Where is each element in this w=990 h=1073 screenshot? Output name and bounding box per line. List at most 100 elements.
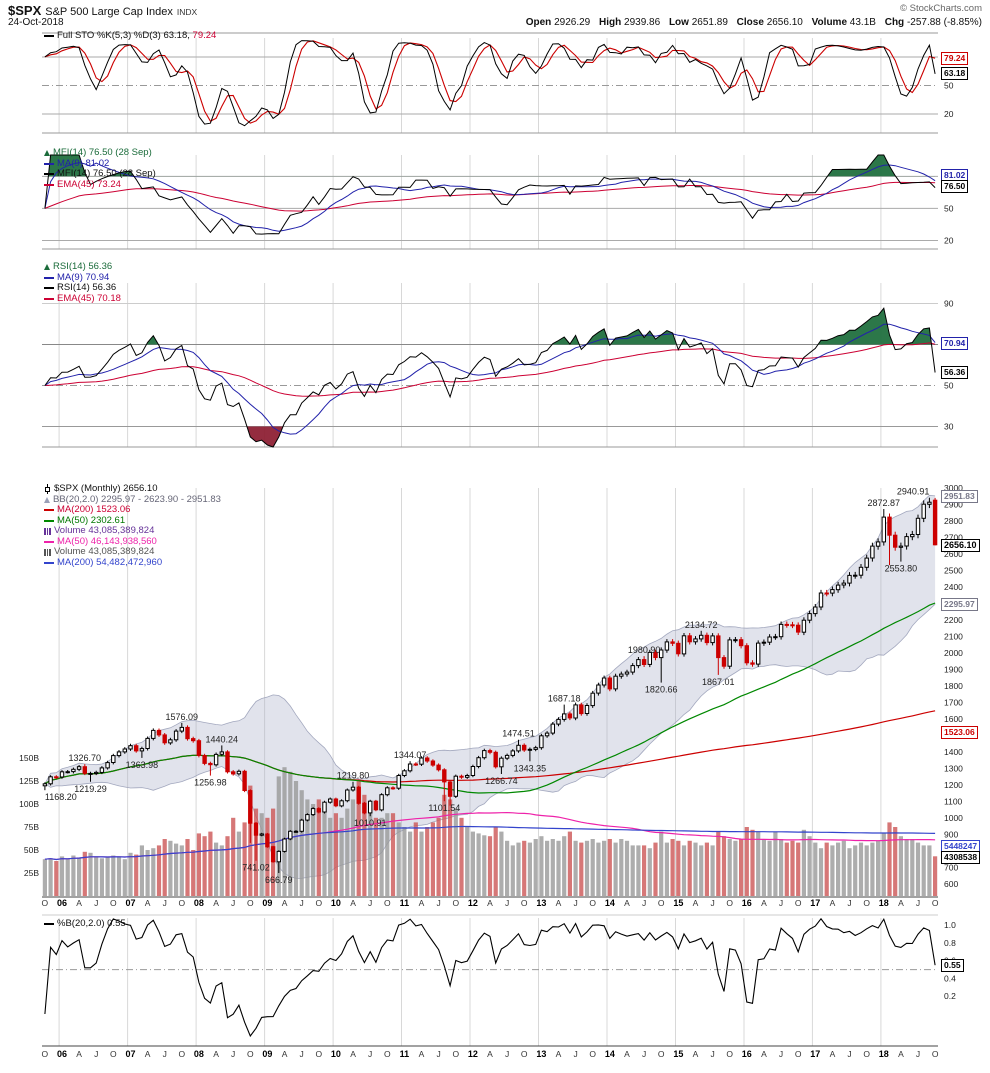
- svg-text:O: O: [589, 1049, 596, 1059]
- chg-label: Chg: [884, 17, 905, 28]
- rsi-title: RSI(14) 56.36: [53, 261, 113, 272]
- legend-row: MA(9) 70.94: [44, 272, 121, 284]
- svg-text:1576.09: 1576.09: [166, 712, 199, 722]
- svg-text:0.8: 0.8: [944, 938, 956, 948]
- svg-text:O: O: [726, 898, 733, 908]
- svg-text:11: 11: [400, 1049, 410, 1059]
- svg-text:A: A: [419, 898, 425, 908]
- svg-text:O: O: [179, 1049, 186, 1059]
- svg-text:50B: 50B: [24, 845, 39, 855]
- svg-text:0.2: 0.2: [944, 991, 956, 1001]
- svg-text:O: O: [795, 1049, 802, 1059]
- axis-flag-2295.97: 2295.97: [941, 598, 978, 611]
- svg-text:1219.80: 1219.80: [337, 771, 370, 781]
- area-icon: [44, 264, 50, 271]
- svg-text:A: A: [76, 1049, 82, 1059]
- svg-text:A: A: [761, 1049, 767, 1059]
- svg-text:O: O: [315, 898, 322, 908]
- axis-flag-4308538: 4308538: [941, 851, 981, 864]
- svg-text:1219.29: 1219.29: [74, 784, 107, 794]
- index-name: S&P 500 Large Cap Index: [45, 6, 173, 18]
- gridlines: [42, 32, 938, 1047]
- axis-flag-79.24: 79.24: [941, 52, 969, 65]
- title-line: $SPX S&P 500 Large Cap Index INDX © StockC…: [8, 2, 982, 18]
- axis-flag-76.50: 76.50: [941, 180, 969, 193]
- svg-text:1343.35: 1343.35: [514, 763, 547, 773]
- svg-text:0.4: 0.4: [944, 973, 956, 983]
- sto-k-value: 63.18,: [163, 30, 190, 41]
- volume-label: Volume: [811, 17, 848, 28]
- svg-text:50: 50: [944, 81, 954, 91]
- svg-text:2200: 2200: [944, 615, 963, 625]
- axis-flag-2656.10: 2656.10: [941, 539, 980, 552]
- stochastic-lines: [44, 40, 936, 127]
- header: $SPX S&P 500 Large Cap Index INDX © StockC…: [8, 2, 982, 30]
- axis-flag-1523.06: 1523.06: [941, 726, 978, 739]
- svg-text:08: 08: [194, 1049, 204, 1059]
- percent-b-line: [44, 917, 936, 1038]
- svg-text:J: J: [231, 1049, 235, 1059]
- pctb-title: %B(20,2.0) 0.55: [57, 918, 126, 929]
- svg-text:1010.91: 1010.91: [354, 818, 387, 828]
- svg-text:2134.72: 2134.72: [685, 620, 718, 630]
- svg-text:1101.54: 1101.54: [428, 803, 460, 813]
- svg-text:J: J: [163, 898, 167, 908]
- svg-text:2600: 2600: [944, 549, 963, 559]
- svg-text:1344.07: 1344.07: [394, 750, 427, 760]
- svg-text:O: O: [110, 898, 117, 908]
- svg-text:666.79: 666.79: [265, 875, 293, 885]
- svg-text:15: 15: [673, 898, 683, 908]
- svg-text:J: J: [94, 898, 98, 908]
- svg-text:A: A: [487, 898, 493, 908]
- svg-text:A: A: [145, 898, 151, 908]
- svg-text:2872.87: 2872.87: [868, 498, 901, 508]
- line-icon: [44, 561, 54, 564]
- svg-text:J: J: [573, 898, 577, 908]
- svg-text:16: 16: [742, 898, 752, 908]
- svg-text:13: 13: [536, 898, 546, 908]
- svg-text:A: A: [282, 1049, 288, 1059]
- ma200-value: MA(200) 1523.06: [57, 504, 131, 515]
- svg-text:13: 13: [536, 1049, 546, 1059]
- svg-text:J: J: [573, 1049, 577, 1059]
- svg-text:600: 600: [944, 879, 958, 889]
- svg-text:11: 11: [400, 898, 410, 908]
- svg-text:1300: 1300: [944, 764, 963, 774]
- ma50-value: MA(50) 2302.61: [57, 514, 126, 526]
- svg-text:2553.80: 2553.80: [885, 564, 918, 574]
- percent-b-legend: %B(20,2.0) 0.55: [44, 918, 126, 930]
- svg-text:50: 50: [944, 203, 954, 213]
- svg-text:A: A: [419, 1049, 425, 1059]
- legend-row: MA(9) 81.02: [44, 158, 156, 170]
- svg-text:100B: 100B: [19, 799, 39, 809]
- svg-text:15: 15: [673, 1049, 683, 1059]
- svg-text:09: 09: [262, 1049, 272, 1059]
- svg-text:O: O: [521, 898, 528, 908]
- svg-text:J: J: [916, 898, 920, 908]
- svg-text:2900: 2900: [944, 500, 963, 510]
- bb-values: BB(20,2.0) 2295.97 - 2623.90 - 2951.83: [53, 493, 221, 505]
- svg-text:O: O: [658, 1049, 665, 1059]
- svg-text:A: A: [830, 898, 836, 908]
- svg-text:A: A: [624, 898, 630, 908]
- legend-row: MA(200) 1523.06: [44, 504, 221, 516]
- svg-text:06: 06: [57, 898, 67, 908]
- svg-text:2100: 2100: [944, 632, 963, 642]
- rsi-ema45: EMA(45) 70.18: [57, 292, 121, 304]
- svg-text:10: 10: [331, 1049, 341, 1059]
- line-icon: [44, 509, 54, 512]
- ohlc-quote: Open 2926.29 High 2939.86 Low 2651.89 Cl…: [520, 17, 982, 28]
- price-legend: $SPX (Monthly) 2656.10 BB(20,2.0) 2295.9…: [44, 483, 221, 568]
- mfi-legend: MFI(14) 76.50 (28 Sep) MA(9) 81.02 MFI(1…: [44, 147, 156, 190]
- svg-text:A: A: [693, 898, 699, 908]
- svg-text:1000: 1000: [944, 813, 963, 823]
- open-value: 2926.29: [554, 17, 591, 28]
- axis-flag-2951.83: 2951.83: [941, 490, 978, 503]
- rsi-legend: RSI(14) 56.36 MA(9) 70.94 RSI(14) 56.36 …: [44, 261, 121, 304]
- high-label: High: [599, 17, 622, 28]
- svg-text:1100: 1100: [944, 797, 963, 807]
- sto-title: Full STO %K(5,3) %D(3): [57, 30, 161, 41]
- svg-text:2800: 2800: [944, 516, 963, 526]
- svg-text:A: A: [76, 898, 82, 908]
- line-icon: [44, 173, 54, 176]
